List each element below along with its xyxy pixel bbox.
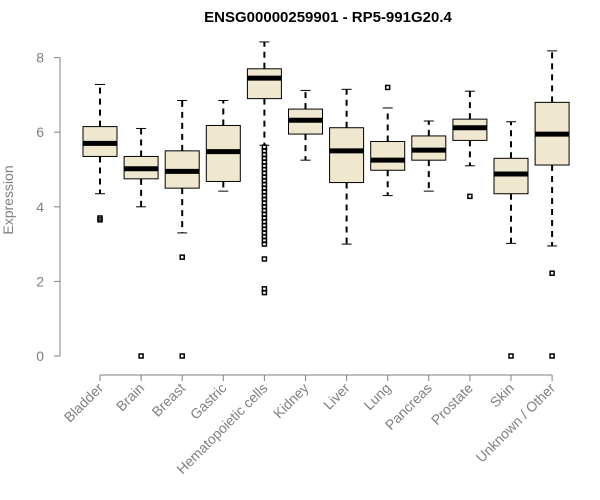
box-lung bbox=[370, 84, 406, 197]
x-tick-label: Skin bbox=[487, 380, 518, 411]
y-tick-label: 0 bbox=[36, 348, 44, 364]
x-tick-label: Bladder bbox=[61, 380, 107, 426]
outlier-point bbox=[549, 270, 555, 276]
box-liver bbox=[329, 88, 365, 245]
iqr-box bbox=[246, 68, 282, 100]
outlier-point bbox=[97, 215, 103, 221]
outlier-point bbox=[261, 289, 268, 296]
y-axis: 0 2 4 6 8 bbox=[36, 50, 61, 364]
outlier-point bbox=[384, 84, 391, 91]
iqr-box bbox=[370, 141, 406, 171]
outlier-point bbox=[138, 353, 144, 359]
y-tick-label: 8 bbox=[36, 50, 44, 66]
outlier-point bbox=[179, 353, 185, 359]
chart-title: ENSG00000259901 - RP5-991G20.4 bbox=[204, 9, 452, 26]
box-hematopoietic-cells bbox=[246, 41, 282, 296]
x-tick-label: Lung bbox=[360, 380, 393, 413]
x-tick-label: Brain bbox=[113, 380, 147, 414]
x-tick-label: Kidney bbox=[270, 380, 312, 422]
outlier-point bbox=[549, 353, 555, 359]
x-tick-label: Prostate bbox=[428, 380, 476, 428]
y-tick-label: 2 bbox=[36, 273, 44, 289]
box-bladder bbox=[82, 83, 118, 223]
box-gastric bbox=[205, 99, 241, 192]
box-skin bbox=[493, 121, 529, 359]
box-brain bbox=[123, 127, 159, 359]
outlier-point bbox=[467, 193, 473, 200]
x-tick-label: Liver bbox=[320, 380, 353, 413]
y-tick-label: 4 bbox=[36, 199, 44, 215]
x-tick-label: Breast bbox=[148, 380, 188, 420]
outlier-point bbox=[261, 241, 268, 247]
box-pancreas bbox=[411, 120, 447, 192]
outlier-point bbox=[508, 353, 514, 359]
y-axis-label: Expression bbox=[0, 165, 16, 234]
y-tick-label: 6 bbox=[36, 124, 44, 140]
box-kidney bbox=[288, 89, 323, 161]
box-unknown-other bbox=[534, 50, 570, 359]
box-prostate bbox=[452, 90, 488, 200]
outlier-point bbox=[179, 254, 185, 260]
iqr-box bbox=[329, 127, 365, 184]
box-breast bbox=[164, 99, 200, 359]
boxes-group bbox=[82, 41, 570, 359]
outlier-point bbox=[261, 256, 268, 262]
